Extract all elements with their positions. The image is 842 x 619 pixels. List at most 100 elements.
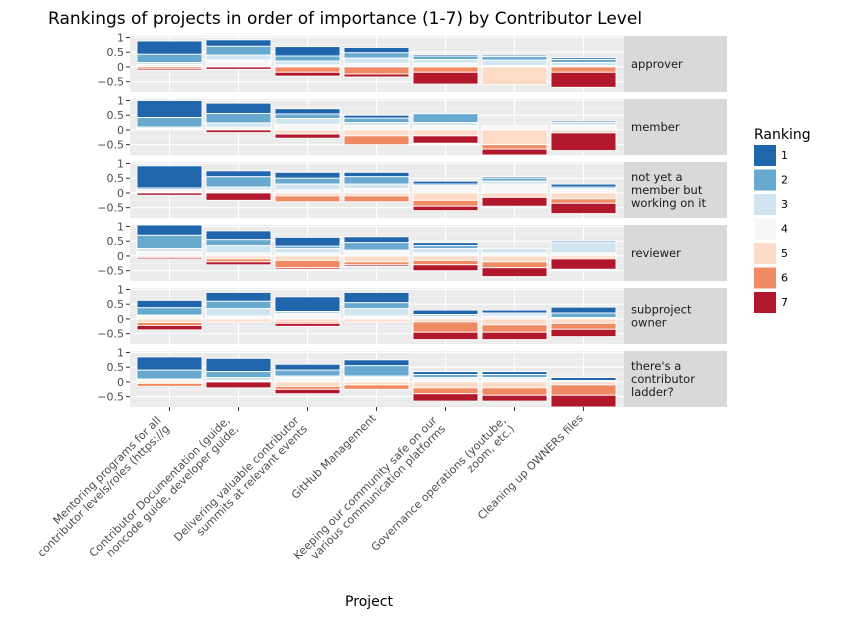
bar-segment-rank-5 — [136, 318, 203, 323]
legend-title: Ranking — [754, 127, 811, 143]
facet-strip — [624, 99, 727, 155]
bar-segment-rank-1 — [205, 230, 272, 241]
y-tick-label: 1 — [117, 346, 124, 359]
bar-segment-rank-2 — [481, 56, 548, 61]
bar-segment-rank-7 — [550, 202, 617, 215]
bar-segment-rank-2 — [274, 55, 341, 62]
bar-segment-rank-4 — [343, 125, 410, 131]
bar-segment-rank-5 — [274, 255, 341, 261]
bar-segment-rank-1 — [343, 291, 410, 304]
bar-segment-rank-4 — [343, 188, 410, 194]
chart-title: Rankings of projects in order of importa… — [48, 9, 642, 29]
bar-segment-rank-1 — [205, 357, 272, 373]
legend-swatch-rank-4 — [754, 218, 776, 240]
bar-segment-rank-7 — [136, 256, 203, 260]
bar-segment-rank-1 — [136, 356, 203, 371]
legend-swatch-rank-3 — [754, 194, 776, 215]
bar-segment-rank-2 — [136, 369, 203, 380]
y-tick-label: 0 — [117, 124, 124, 137]
bar-segment-rank-7 — [136, 324, 203, 331]
bar-segment-rank-2 — [205, 45, 272, 56]
bar-segment-rank-4 — [136, 128, 203, 131]
bar-segment-rank-6 — [343, 384, 410, 390]
bar-segment-rank-4 — [481, 125, 548, 131]
bar-segment-rank-3 — [205, 122, 272, 128]
bar-segment-rank-7 — [412, 264, 479, 272]
bar-segment-rank-6 — [550, 322, 617, 330]
facet-strip — [624, 36, 727, 92]
facet-strip — [624, 351, 727, 407]
bar-segment-rank-3 — [274, 183, 341, 191]
bar-segment-rank-7 — [205, 66, 272, 70]
bar-segment-rank-6 — [550, 66, 617, 73]
y-tick-label: 0.5 — [107, 298, 125, 311]
bar-segment-rank-7 — [481, 196, 548, 207]
bar-segment-rank-7 — [205, 192, 272, 201]
bar-segment-rank-7 — [481, 148, 548, 156]
y-tick-label: 0.5 — [107, 172, 125, 185]
bar-segment-rank-7 — [412, 205, 479, 212]
bar-segment-rank-6 — [412, 321, 479, 333]
bar-segment-rank-5 — [550, 192, 617, 200]
y-tick-label: 0 — [117, 250, 124, 263]
bar-segment-rank-7 — [550, 71, 617, 88]
bar-segment-rank-7 — [274, 322, 341, 327]
bar-segment-rank-2 — [205, 239, 272, 247]
facet-panel: 1 0.5 0 −0.5 member — [97, 94, 727, 156]
bar-segment-rank-7 — [550, 258, 617, 270]
bar-segment-rank-4 — [274, 123, 341, 131]
bar-segment-rank-3 — [205, 308, 272, 317]
legend-label: 7 — [781, 296, 788, 309]
bar-segment-rank-2 — [136, 234, 203, 250]
legend-label: 6 — [781, 272, 788, 285]
bar-segment-rank-1 — [274, 108, 341, 115]
bar-segment-rank-4 — [205, 59, 272, 68]
bar-segment-rank-5 — [412, 381, 479, 389]
bar-segment-rank-7 — [205, 381, 272, 389]
bar-segment-rank-1 — [136, 299, 203, 309]
y-tick-label: 1 — [117, 283, 124, 296]
bar-segment-rank-3 — [343, 57, 410, 64]
bar-segment-rank-4 — [274, 377, 341, 383]
bar-segment-rank-2 — [136, 307, 203, 316]
legend-swatch-rank-6 — [754, 267, 776, 289]
bar-segment-rank-5 — [481, 318, 548, 326]
bar-segment-rank-3 — [205, 245, 272, 254]
bar-segment-rank-2 — [412, 55, 479, 61]
bar-segment-rank-1 — [274, 171, 341, 179]
y-tick-label: 0 — [117, 61, 124, 74]
bar-segment-rank-7 — [412, 135, 479, 144]
facet-label: owner — [631, 316, 667, 330]
bar-segment-rank-6 — [136, 382, 203, 387]
x-tick-label-line: Keeping our community safe on our — [291, 414, 440, 563]
bar-segment-rank-7 — [412, 393, 479, 402]
bar-segment-rank-7 — [274, 388, 341, 395]
facet-label: member but — [631, 183, 703, 197]
y-tick-label: −0.5 — [97, 76, 124, 89]
bar-segment-rank-3 — [205, 54, 272, 61]
bar-segment-rank-5 — [481, 66, 548, 86]
bar-segment-rank-2 — [343, 117, 410, 124]
bar-segment-rank-5 — [343, 318, 410, 323]
bar-segment-rank-2 — [550, 312, 617, 318]
bar-segment-rank-5 — [412, 192, 479, 201]
y-tick-label: −0.5 — [97, 265, 124, 278]
bar-segment-rank-4 — [412, 62, 479, 68]
bar-segment-rank-7 — [550, 394, 617, 408]
bar-segment-rank-2 — [343, 365, 410, 377]
facet-label: subproject — [631, 303, 692, 317]
facet-label: working on it — [631, 196, 706, 210]
bar-segment-rank-2 — [343, 52, 410, 59]
facet-label: member — [631, 120, 680, 134]
y-tick-label: 0.5 — [107, 109, 125, 122]
x-axis-title: Project — [345, 594, 393, 610]
y-tick-label: 1 — [117, 31, 124, 44]
bar-segment-rank-3 — [481, 248, 548, 254]
legend-label: 3 — [781, 198, 788, 211]
y-tick-label: 0.5 — [107, 361, 125, 374]
bar-segment-rank-5 — [550, 318, 617, 324]
bar-segment-rank-6 — [412, 259, 479, 266]
y-tick-label: 1 — [117, 94, 124, 107]
